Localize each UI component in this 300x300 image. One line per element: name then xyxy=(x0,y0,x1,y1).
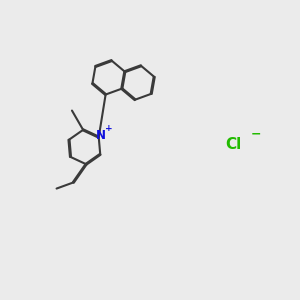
Text: N: N xyxy=(96,129,106,142)
Text: Cl: Cl xyxy=(225,136,241,152)
Text: +: + xyxy=(105,124,113,133)
Text: −: − xyxy=(250,127,261,140)
